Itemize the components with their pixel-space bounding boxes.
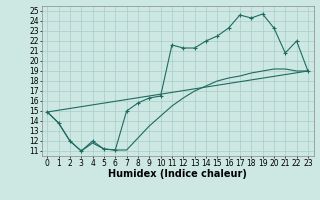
X-axis label: Humidex (Indice chaleur): Humidex (Indice chaleur)	[108, 169, 247, 179]
